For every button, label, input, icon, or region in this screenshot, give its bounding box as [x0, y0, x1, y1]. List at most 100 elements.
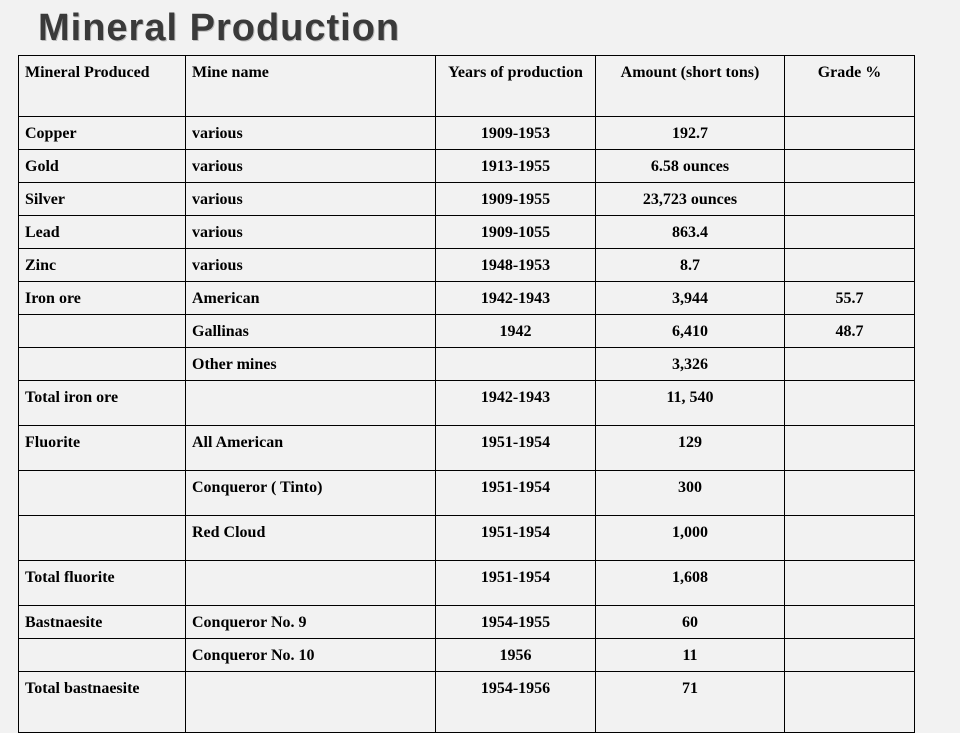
- table-row: Zinc various 1948-1953 8.7: [18, 248, 915, 282]
- header-grade: Grade %: [784, 55, 915, 117]
- cell-grade: [784, 671, 915, 733]
- cell-years: 1909-1955: [435, 182, 596, 216]
- cell-mine-name: Gallinas: [185, 314, 436, 348]
- cell-years: [435, 347, 596, 381]
- table-row: Silver various 1909-1955 23,723 ounces: [18, 182, 915, 216]
- cell-amount: 192.7: [595, 116, 785, 150]
- mineral-production-table: Mineral Produced Mine name Years of prod…: [18, 55, 915, 733]
- cell-years: 1909-1953: [435, 116, 596, 150]
- cell-grade: [784, 425, 915, 471]
- table-row: Red Cloud 1951-1954 1,000: [18, 515, 915, 561]
- cell-mine-name: various: [185, 182, 436, 216]
- cell-mineral: Silver: [18, 182, 186, 216]
- table-row: Total fluorite 1951-1954 1,608: [18, 560, 915, 606]
- cell-amount: 300: [595, 470, 785, 516]
- cell-grade: 55.7: [784, 281, 915, 315]
- cell-mineral: [18, 347, 186, 381]
- cell-amount: 129: [595, 425, 785, 471]
- cell-years: 1954-1956: [435, 671, 596, 733]
- cell-mineral: Total bastnaesite: [18, 671, 186, 733]
- cell-mine-name: various: [185, 215, 436, 249]
- cell-amount: 3,326: [595, 347, 785, 381]
- cell-grade: [784, 515, 915, 561]
- cell-years: 1948-1953: [435, 248, 596, 282]
- cell-years: 1913-1955: [435, 149, 596, 183]
- cell-mine-name: various: [185, 116, 436, 150]
- cell-years: 1951-1954: [435, 515, 596, 561]
- header-years: Years of production: [435, 55, 596, 117]
- header-mineral: Mineral Produced: [18, 55, 186, 117]
- cell-grade: [784, 470, 915, 516]
- cell-mine-name: Conqueror No. 10: [185, 638, 436, 672]
- cell-years: 1951-1954: [435, 560, 596, 606]
- cell-mine-name: Conqueror No. 9: [185, 605, 436, 639]
- table-row: Conqueror No. 10 1956 11: [18, 638, 915, 672]
- cell-mineral: Zinc: [18, 248, 186, 282]
- cell-mineral: [18, 314, 186, 348]
- cell-amount: 6.58 ounces: [595, 149, 785, 183]
- cell-mine-name: All American: [185, 425, 436, 471]
- cell-mineral: Iron ore: [18, 281, 186, 315]
- cell-mine-name: various: [185, 149, 436, 183]
- cell-grade: [784, 638, 915, 672]
- production-table-container: Mineral Produced Mine name Years of prod…: [18, 55, 915, 733]
- header-amount: Amount (short tons): [595, 55, 785, 117]
- slide-title: Mineral Production: [38, 7, 401, 49]
- table-row: Bastnaesite Conqueror No. 9 1954-1955 60: [18, 605, 915, 639]
- cell-grade: [784, 149, 915, 183]
- cell-grade: [784, 380, 915, 426]
- cell-amount: 8.7: [595, 248, 785, 282]
- table-row: Lead various 1909-1055 863.4: [18, 215, 915, 249]
- table-row: Conqueror ( Tinto) 1951-1954 300: [18, 470, 915, 516]
- cell-grade: [784, 182, 915, 216]
- header-mine-name: Mine name: [185, 55, 436, 117]
- cell-grade: [784, 116, 915, 150]
- cell-amount: 11: [595, 638, 785, 672]
- cell-mine-name: various: [185, 248, 436, 282]
- cell-amount: 6,410: [595, 314, 785, 348]
- table-row: Fluorite All American 1951-1954 129: [18, 425, 915, 471]
- cell-mine-name: American: [185, 281, 436, 315]
- table-row: Gallinas 1942 6,410 48.7: [18, 314, 915, 348]
- cell-mineral: Total iron ore: [18, 380, 186, 426]
- cell-amount: 863.4: [595, 215, 785, 249]
- cell-mineral: Gold: [18, 149, 186, 183]
- cell-grade: [784, 347, 915, 381]
- cell-amount: 11, 540: [595, 380, 785, 426]
- cell-amount: 71: [595, 671, 785, 733]
- cell-years: 1951-1954: [435, 470, 596, 516]
- cell-amount: 1,000: [595, 515, 785, 561]
- cell-mine-name: Red Cloud: [185, 515, 436, 561]
- table-row: Total iron ore 1942-1943 11, 540: [18, 380, 915, 426]
- cell-mine-name: Conqueror ( Tinto): [185, 470, 436, 516]
- header-row: Mineral Produced Mine name Years of prod…: [18, 55, 915, 117]
- cell-years: 1956: [435, 638, 596, 672]
- cell-amount: 60: [595, 605, 785, 639]
- cell-amount: 23,723 ounces: [595, 182, 785, 216]
- table-row: Copper various 1909-1953 192.7: [18, 116, 915, 150]
- cell-mineral: Copper: [18, 116, 186, 150]
- cell-mineral: Lead: [18, 215, 186, 249]
- cell-amount: 1,608: [595, 560, 785, 606]
- cell-grade: 48.7: [784, 314, 915, 348]
- cell-mineral: Total fluorite: [18, 560, 186, 606]
- cell-years: 1942-1943: [435, 281, 596, 315]
- table-row: Other mines 3,326: [18, 347, 915, 381]
- cell-mine-name: [185, 560, 436, 606]
- cell-mineral: [18, 470, 186, 516]
- cell-years: 1909-1055: [435, 215, 596, 249]
- cell-years: 1954-1955: [435, 605, 596, 639]
- cell-mineral: Fluorite: [18, 425, 186, 471]
- cell-grade: [784, 248, 915, 282]
- cell-mineral: Bastnaesite: [18, 605, 186, 639]
- cell-years: 1942-1943: [435, 380, 596, 426]
- cell-mineral: [18, 638, 186, 672]
- cell-years: 1951-1954: [435, 425, 596, 471]
- cell-mine-name: [185, 671, 436, 733]
- cell-years: 1942: [435, 314, 596, 348]
- cell-grade: [784, 560, 915, 606]
- table-row: Total bastnaesite 1954-1956 71: [18, 671, 915, 733]
- cell-mine-name: Other mines: [185, 347, 436, 381]
- cell-grade: [784, 605, 915, 639]
- cell-amount: 3,944: [595, 281, 785, 315]
